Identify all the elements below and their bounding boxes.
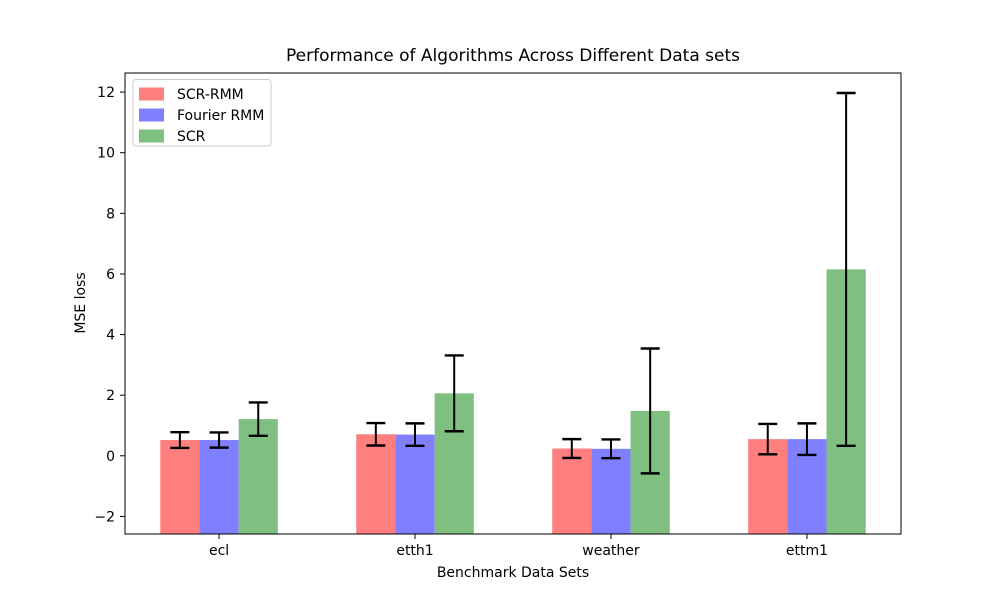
x-tick-label-weather: weather bbox=[582, 543, 640, 559]
y-axis-label: MSE loss bbox=[73, 272, 89, 333]
bar-ecl-SCR-RMM bbox=[160, 440, 200, 534]
y-tick-label: 6 bbox=[106, 267, 115, 283]
y-tick-label: −2 bbox=[94, 509, 115, 525]
chart-title: Performance of Algorithms Across Differe… bbox=[286, 46, 740, 66]
error-bar-ecl-SCR bbox=[248, 401, 268, 437]
error-bar-weather-SCR bbox=[640, 347, 660, 475]
plot-area-border bbox=[124, 72, 902, 535]
bar-etth1-SCR-RMM bbox=[356, 434, 396, 534]
x-axis-label: Benchmark Data Sets bbox=[437, 565, 589, 581]
y-tick-label: 0 bbox=[106, 449, 115, 465]
x-tick-label-etth1: etth1 bbox=[396, 543, 433, 559]
error-bar-ettm1-Fourier RMM bbox=[797, 422, 817, 457]
bar-weather-SCR-RMM bbox=[552, 448, 592, 534]
y-tick-label: 2 bbox=[106, 388, 115, 404]
y-tick-label: 12 bbox=[97, 85, 115, 101]
chart-dynamic-layer: −2 0 2 4 6 8 10 12 ecl etth1 weather ettm1 SCR-RMM Fo… bbox=[94, 72, 902, 559]
x-tick-label-ecl: ecl bbox=[209, 543, 229, 559]
y-tick-label: 4 bbox=[106, 328, 115, 344]
error-bar-etth1-SCR-RMM bbox=[366, 421, 386, 447]
bar-weather-Fourier RMM bbox=[591, 448, 631, 534]
x-tick-label-ettm1: ettm1 bbox=[786, 543, 828, 559]
legend-label-Fourier RMM: Fourier RMM bbox=[177, 108, 264, 124]
bar-ecl-SCR bbox=[238, 419, 278, 534]
bar-etth1-Fourier RMM bbox=[395, 434, 435, 534]
legend-box bbox=[132, 79, 272, 147]
error-bar-weather-Fourier RMM bbox=[601, 438, 621, 460]
error-bar-weather-SCR-RMM bbox=[562, 437, 582, 460]
legend-label-SCR-RMM: SCR-RMM bbox=[177, 87, 244, 103]
error-bar-ettm1-SCR-RMM bbox=[758, 422, 778, 456]
legend-swatch-SCR-RMM bbox=[139, 87, 164, 101]
error-bar-ettm1-SCR bbox=[836, 91, 856, 447]
legend-item-SCR: SCR bbox=[139, 129, 206, 145]
bar-ecl-Fourier RMM bbox=[199, 440, 239, 534]
legend-swatch-SCR bbox=[139, 129, 164, 143]
y-tick-label: 8 bbox=[106, 206, 115, 222]
legend-swatch-Fourier RMM bbox=[139, 108, 164, 122]
legend-item-SCR-RMM: SCR-RMM bbox=[139, 87, 244, 103]
legend-label-SCR: SCR bbox=[177, 129, 206, 145]
legend-item-Fourier RMM: Fourier RMM bbox=[139, 108, 264, 124]
error-bar-ecl-SCR-RMM bbox=[170, 430, 190, 450]
error-bar-ecl-Fourier RMM bbox=[209, 431, 229, 449]
error-bar-etth1-Fourier RMM bbox=[405, 422, 425, 447]
legend: SCR-RMM Fourier RMM SCR bbox=[132, 79, 272, 147]
y-tick-label: 10 bbox=[97, 146, 115, 162]
error-bar-etth1-SCR bbox=[444, 354, 464, 433]
